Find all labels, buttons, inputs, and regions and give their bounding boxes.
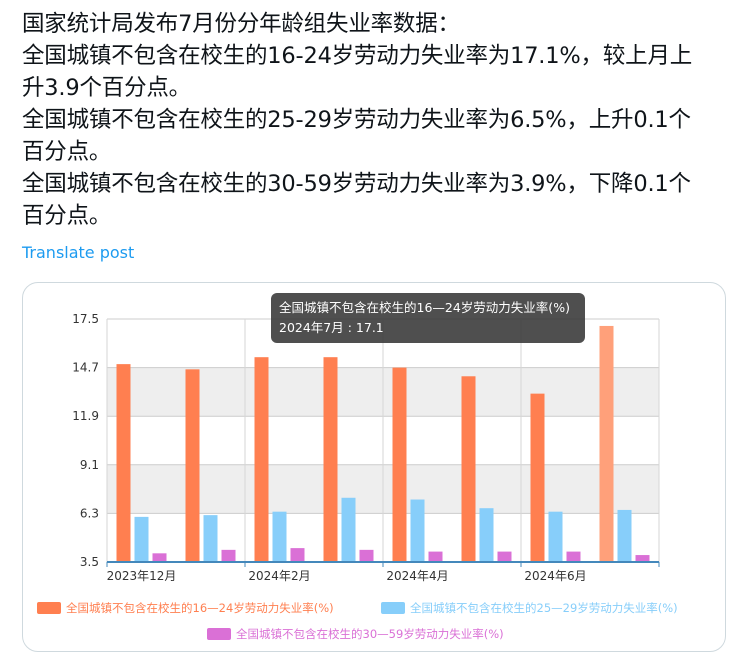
- x-tick-label: 2024年4月: [386, 569, 448, 583]
- legend-item-30-59[interactable]: 全国城镇不包含在校生的30—59岁劳动力失业率(%): [207, 626, 504, 642]
- x-tick-label: 2023年12月: [107, 569, 177, 583]
- bar-3-8: [635, 555, 650, 562]
- y-tick-label: 17.5: [72, 312, 99, 326]
- legend-swatch: [37, 602, 61, 614]
- translate-post-link[interactable]: Translate post: [22, 243, 135, 262]
- y-tick-label: 9.1: [80, 458, 99, 472]
- post-line: 全国城镇不包含在校生的16-24岁劳动力失业率为17.1%，较上月上: [22, 43, 693, 69]
- x-axis-tick-labels: 2023年12月 2024年2月 2024年4月 2024年6月: [107, 569, 587, 583]
- post-line: 百分点。: [22, 139, 112, 165]
- y-tick-label: 6.3: [80, 506, 99, 520]
- chart-tooltip: 全国城镇不包含在校生的16—24岁劳动力失业率(%) 2024年7月 : 17.…: [271, 293, 585, 343]
- post-text: 国家统计局发布7月份分年龄组失业率数据： 全国城镇不包含在校生的16-24岁劳动…: [22, 8, 727, 232]
- bar-2-4: [341, 497, 356, 562]
- bar-1-6: [461, 376, 476, 562]
- post-line: 全国城镇不包含在校生的25-29岁劳动力失业率为6.5%，上升0.1个: [22, 107, 691, 133]
- post-line: 升3.9个百分点。: [22, 75, 191, 101]
- bar-2-3: [272, 511, 287, 562]
- post-line: 百分点。: [22, 203, 112, 229]
- bar-1-1: [116, 364, 131, 562]
- bar-1-4: [323, 357, 338, 562]
- legend-label: 全国城镇不包含在校生的30—59岁劳动力失业率(%): [236, 627, 504, 641]
- bar-3-5: [428, 551, 443, 562]
- y-tick-label: 11.9: [72, 409, 99, 423]
- bar-2-5: [410, 499, 425, 562]
- bar-3-2: [221, 549, 236, 562]
- legend-label: 全国城镇不包含在校生的25—29岁劳动力失业率(%): [410, 601, 678, 615]
- y-tick-label: 3.5: [80, 555, 99, 569]
- legend-item-16-24[interactable]: 全国城镇不包含在校生的16—24岁劳动力失业率(%): [37, 600, 334, 616]
- bar-1-5: [392, 367, 407, 562]
- legend-swatch: [381, 602, 405, 614]
- bar-3-3: [290, 548, 305, 562]
- bar-2-1: [134, 516, 149, 562]
- x-tick-label: 2024年6月: [524, 569, 586, 583]
- legend-swatch: [207, 628, 231, 640]
- bar-3-4: [359, 549, 374, 562]
- bar-1-8: [599, 325, 614, 562]
- bar-3-6: [497, 551, 512, 562]
- bar-2-7: [548, 511, 563, 562]
- post-line: 全国城镇不包含在校生的30-59岁劳动力失业率为3.9%，下降0.1个: [22, 171, 691, 197]
- tooltip-title: 全国城镇不包含在校生的16—24岁劳动力失业率(%): [279, 300, 570, 315]
- bar-3-7: [566, 551, 581, 562]
- tooltip-value: 2024年7月 : 17.1: [279, 320, 384, 335]
- chart-axes: [106, 561, 660, 567]
- bar-1-7: [530, 393, 545, 562]
- post-line: 国家统计局发布7月份分年龄组失业率数据：: [22, 11, 460, 37]
- chart-image-card[interactable]: 3.5 6.3 9.1 11.9 14.7 17.5 2023年12月 2024年2月 202…: [22, 282, 726, 652]
- y-axis-tick-labels: 3.5 6.3 9.1 11.9 14.7 17.5: [72, 312, 99, 569]
- bar-1-2: [185, 369, 200, 562]
- chart-bars: [116, 325, 650, 562]
- bar-3-1: [152, 553, 167, 562]
- unemployment-bar-chart: 3.56.39.111.914.717.5 2023年12月 2024年2月 202…: [72, 312, 660, 583]
- bar-2-8: [617, 509, 632, 562]
- bar-2-2: [203, 515, 218, 562]
- legend-label: 全国城镇不包含在校生的16—24岁劳动力失业率(%): [66, 601, 334, 615]
- bar-2-6: [479, 508, 494, 562]
- y-tick-label: 14.7: [72, 361, 99, 375]
- x-tick-label: 2024年2月: [248, 569, 310, 583]
- legend-item-25-29[interactable]: 全国城镇不包含在校生的25—29岁劳动力失业率(%): [381, 600, 678, 616]
- bar-1-3: [254, 357, 269, 562]
